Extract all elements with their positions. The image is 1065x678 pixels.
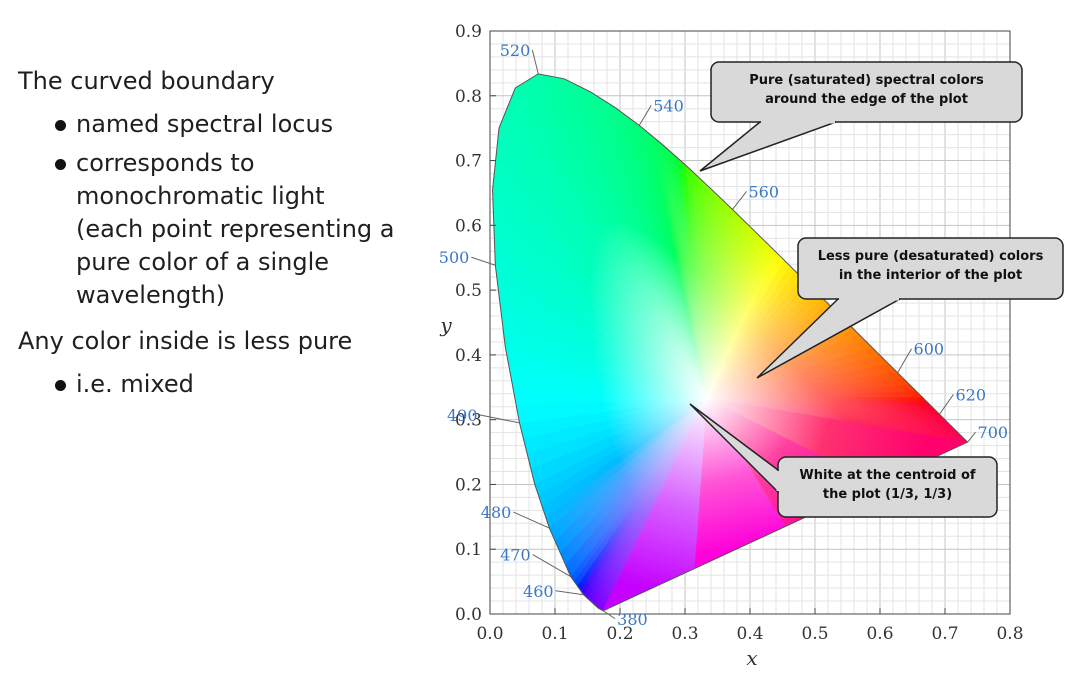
wavelength-label: 620 (955, 385, 986, 404)
x-tick-label: 0.7 (931, 624, 958, 644)
callout-text: White at the centroid of (799, 468, 975, 483)
callout-pointer (699, 121, 837, 172)
x-tick-label: 0.1 (541, 624, 568, 644)
x-tick-label: 0.4 (736, 624, 763, 644)
wavelength-leader (555, 590, 584, 596)
gamut-fill (492, 73, 969, 612)
x-tick-label: 0.3 (671, 624, 698, 644)
bullet-dot-icon (55, 380, 66, 391)
wavelength-leader (513, 511, 550, 529)
y-tick-label: 0.4 (455, 346, 482, 366)
x-tick-label: 0.6 (866, 624, 893, 644)
wavelength-label: 490 (447, 406, 478, 425)
callout-text: in the interior of the plot (839, 268, 1022, 283)
wavelength-label: 470 (500, 546, 531, 565)
y-tick-label: 0.2 (455, 475, 482, 495)
wavelength-label: 460 (523, 582, 554, 601)
wavelength-leader (638, 105, 652, 126)
bullet-monochromatic: corresponds to monochromatic light (each… (18, 147, 418, 312)
wavelength-label: 480 (481, 503, 512, 522)
slide-text: The curved boundary named spectral locus… (18, 64, 418, 407)
wavelength-label: 600 (914, 340, 945, 359)
wavelength-labels: 380 460 470 480 490 500 520 540 560 600 620 700 (439, 41, 1008, 629)
y-tick-label: 0.3 (455, 411, 482, 431)
y-tick-label: 0.7 (455, 152, 482, 172)
callout-2: Less pure (desaturated) colors in the int… (756, 237, 1064, 379)
y-tick-label: 0.0 (455, 605, 482, 625)
callout-1: Pure (saturated) spectral colors around t… (699, 61, 1023, 172)
callouts: Pure (saturated) spectral colors around t… (689, 61, 1064, 518)
callout-text: around the edge of the plot (765, 92, 968, 107)
y-tick-label: 0.1 (455, 540, 482, 560)
wavelength-leader (897, 348, 912, 373)
wavelength-label: 380 (617, 610, 648, 629)
callout-3: White at the centroid of the plot (1/3, 1… (689, 403, 998, 518)
heading-curved-boundary: The curved boundary (18, 67, 275, 95)
x-tick-label: 0.0 (476, 624, 503, 644)
callout-text: Less pure (desaturated) colors (818, 249, 1044, 264)
bullet-text: i.e. mixed (76, 370, 194, 398)
y-axis-label: y (439, 313, 452, 337)
wavelength-label: 560 (749, 182, 780, 201)
callout-box (797, 237, 1064, 300)
wavelength-label: 500 (439, 248, 470, 267)
wavelength-leader (939, 394, 954, 415)
wavelength-leader (602, 610, 616, 620)
wavelength-leader (479, 414, 520, 424)
x-tick-label: 0.8 (996, 624, 1023, 644)
x-tick-label: 0.5 (801, 624, 828, 644)
y-tick-label: 0.5 (455, 281, 482, 301)
y-tick-label: 0.8 (455, 87, 482, 107)
x-axis-label: x (746, 646, 757, 670)
bullet-text: corresponds to monochromatic light (each… (76, 149, 395, 309)
wavelength-leader (531, 49, 539, 75)
axes: 0.0 0.1 0.2 0.3 0.4 0.5 0.6 0.7 0.8 0.0 0.1 0.2 0.3 0… (439, 22, 1023, 670)
callout-text: the plot (1/3, 1/3) (823, 487, 952, 502)
heading-less-pure: Any color inside is less pure (18, 327, 353, 355)
y-tick-label: 0.6 (455, 216, 482, 236)
bullet-dot-icon (55, 120, 66, 131)
wavelength-leader (532, 554, 571, 577)
y-tick-label: 0.9 (455, 22, 482, 42)
wavelength-label: 520 (500, 41, 531, 60)
bullet-spectral-locus: named spectral locus (18, 108, 418, 141)
bullet-text: named spectral locus (76, 110, 334, 138)
bullet-mixed: i.e. mixed (18, 368, 418, 401)
bullet-dot-icon (55, 159, 66, 170)
x-tick-label: 0.2 (606, 624, 633, 644)
wavelength-leader (732, 191, 747, 210)
wavelength-label: 700 (978, 423, 1009, 442)
callout-text: Pure (saturated) spectral colors (749, 73, 984, 88)
callout-box (710, 61, 1023, 123)
wavelength-label: 540 (653, 96, 684, 115)
wavelength-leader (967, 431, 976, 443)
wavelength-leader (471, 256, 496, 266)
